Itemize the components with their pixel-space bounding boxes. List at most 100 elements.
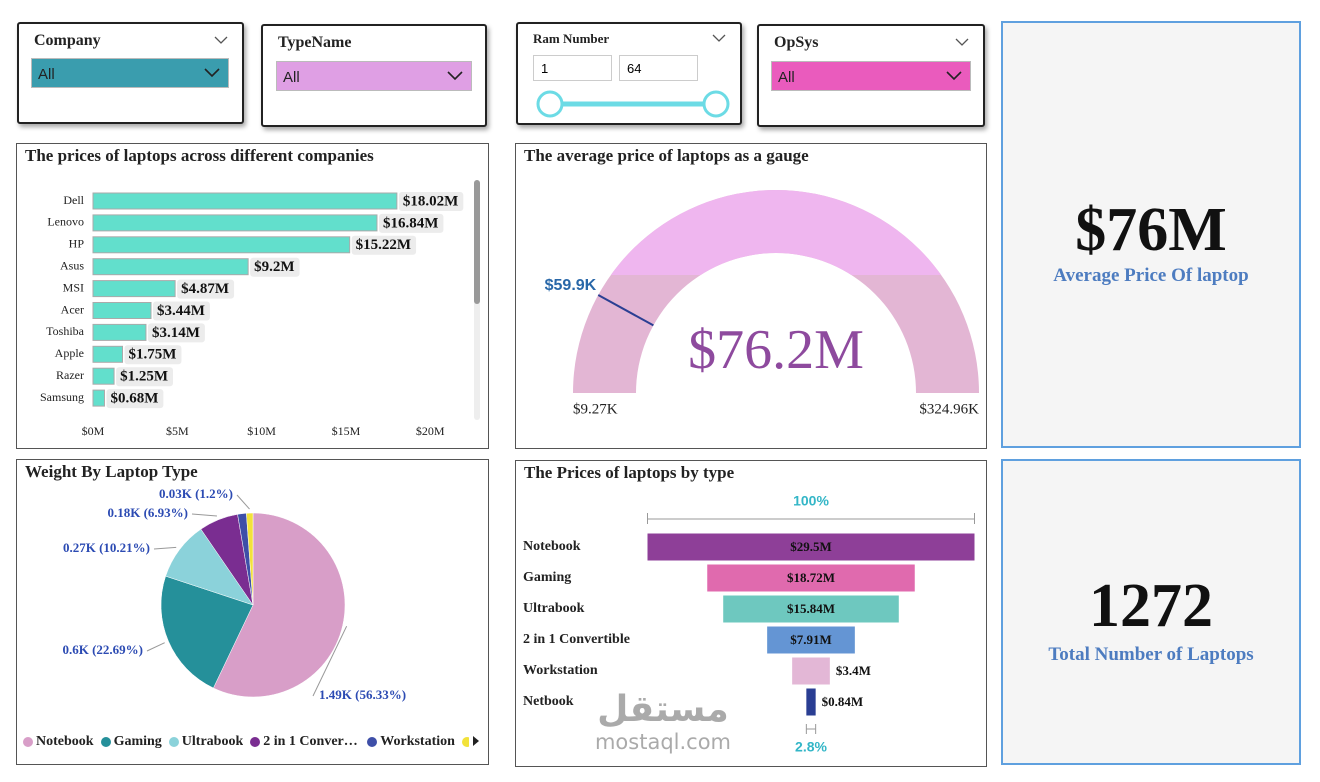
chevron[interactable] [214, 36, 228, 44]
range-slider[interactable] [518, 86, 740, 122]
kpi-value: 1272 [1089, 572, 1213, 640]
dropdown-value: All [778, 69, 795, 86]
x-tick-label: $10M [247, 424, 276, 438]
data-label: $15.84M [787, 601, 835, 616]
chart: $0M $5M $10M $15M $20M Dell $18.02M Lenovo $16.8… [40, 180, 480, 438]
legend-item[interactable]: Gaming [100, 732, 162, 752]
y-tick-label: Razer [56, 368, 84, 382]
y-tick-label: Toshiba [46, 324, 84, 338]
y-tick-label: Lenovo [47, 215, 84, 229]
bar [92, 389, 105, 407]
kpi-card: 1272 Total Number of Laptops [1001, 459, 1301, 765]
y-tick-label: HP [69, 237, 85, 251]
legend-item[interactable]: Notebook [23, 732, 94, 752]
data-label: 0.6K (22.69%) [62, 642, 143, 657]
target-label: $59.9K [545, 277, 597, 294]
legend-swatch [461, 737, 469, 747]
leader-line [153, 546, 177, 550]
y-tick-label: Apple [55, 346, 84, 360]
dropdown[interactable]: All [276, 61, 472, 91]
legend-item[interactable]: 2 in 1 Convertible [250, 732, 360, 752]
y-tick-label: MSI [63, 280, 84, 294]
legend-swatch [23, 737, 33, 747]
legend-label: Workstation [380, 734, 455, 749]
funnel-bar [707, 564, 915, 592]
data-label: $18.72M [787, 570, 835, 585]
gauge-value [610, 190, 942, 275]
slicer: OpSys All [757, 24, 985, 127]
legend-item[interactable]: Netbook [461, 732, 469, 752]
data-label: $16.84M [383, 215, 438, 231]
data-label: 0.27K (10.21%) [63, 540, 150, 555]
slicer-title: Company [34, 32, 101, 49]
legend-swatch [367, 737, 378, 747]
y-tick-label: Acer [61, 302, 84, 316]
chevron[interactable] [712, 34, 726, 42]
data-label-bg [147, 323, 205, 343]
legend: Notebook Gaming Ultrabook 2 in 1 Convertibl… [23, 732, 469, 752]
data-label: 0.03K (1.2%) [159, 486, 233, 501]
bar [92, 214, 378, 232]
category-label: Ultrabook [523, 601, 585, 616]
funnel-bar [792, 657, 830, 685]
legend-item[interactable]: Workstation [367, 732, 455, 752]
funnel-bar [647, 533, 975, 561]
data-label-bg [398, 192, 464, 211]
dropdown-value: All [283, 69, 300, 86]
legend-swatch [250, 737, 261, 747]
leader-line [312, 625, 348, 697]
data-label: $4.87M [181, 281, 229, 297]
data-label: $9.2M [254, 259, 294, 275]
kpi-value: $76M [1075, 196, 1227, 264]
category-label: Workstation [523, 663, 598, 678]
legend-label: Gaming [113, 734, 162, 749]
data-label-bg [106, 389, 164, 409]
data-label-bg [351, 235, 417, 255]
data-label: $1.25M [120, 369, 168, 385]
chart: 100% Notebook $29.5M Gaming $18.72M Ultrabook… [523, 493, 975, 755]
category-label: Notebook [523, 539, 581, 554]
data-label: $3.14M [152, 325, 200, 341]
range-max-input[interactable]: 64 [619, 55, 698, 81]
legend-swatch [100, 737, 111, 747]
y-tick-label: Asus [60, 258, 84, 272]
chart: $59.9K $76.2M $9.27K $324.96K [545, 190, 979, 417]
bar [92, 236, 351, 254]
pie-slice [213, 512, 346, 698]
data-label-bg [153, 301, 210, 321]
data-label-bg [177, 279, 235, 299]
legend-item[interactable]: Ultrabook [168, 732, 243, 752]
x-tick-label: $20M [416, 424, 445, 438]
kpi-label: Total Number of Laptops [1048, 644, 1254, 665]
pie-slice [160, 575, 254, 689]
data-label-bg [124, 345, 182, 365]
bar [92, 302, 152, 319]
chart: 1.49K (56.33%) 0.6K (22.69%) 0.27K (10.21%… [62, 486, 479, 746]
data-label-bg [378, 213, 444, 233]
category-label: Netbook [523, 694, 574, 709]
legend-label: Notebook [36, 734, 94, 749]
y-tick-label: Dell [63, 193, 84, 207]
data-label: 1.49K (56.33%) [319, 687, 406, 702]
x-tick-label: $0M [82, 424, 105, 438]
y-tick-label: Samsung [40, 390, 84, 404]
leader-line [146, 642, 165, 652]
chart-panel: The Prices of laptops by type 100% Notebo… [515, 460, 987, 767]
dropdown[interactable]: All [31, 58, 229, 88]
funnel-bar [767, 626, 855, 654]
chevron[interactable] [955, 38, 969, 46]
gauge-value-label: $76.2M [688, 319, 864, 381]
bar [92, 367, 115, 385]
data-label: $1.75M [129, 347, 177, 363]
data-label-bg [250, 257, 300, 277]
bar [92, 323, 147, 341]
dropdown[interactable]: All [771, 61, 971, 91]
slicer: Ram Number 1 64 [516, 22, 742, 125]
kpi-label: Average Price Of laptop [1053, 265, 1249, 286]
chart-panel: The average price of laptops as a gauge … [515, 143, 987, 449]
funnel-bottom-label: 2.8% [795, 739, 827, 755]
range-min-input[interactable]: 1 [533, 55, 612, 81]
bar [92, 280, 176, 298]
funnel-bar [806, 688, 816, 716]
